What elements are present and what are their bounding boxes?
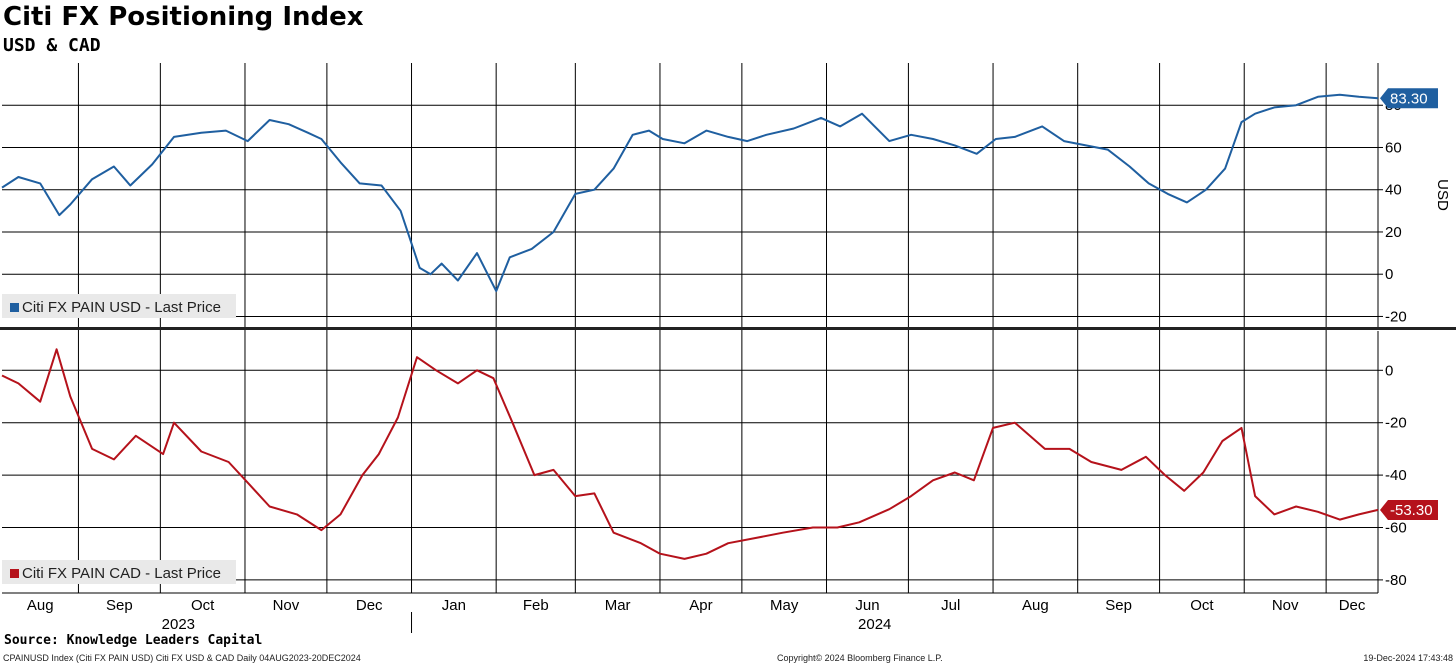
grid-lines xyxy=(2,63,1383,633)
x-month-label: Jul xyxy=(941,597,960,614)
legend-swatch xyxy=(10,569,19,578)
x-month-label: Jun xyxy=(855,597,879,614)
x-month-label: Nov xyxy=(1272,597,1299,614)
source-note: Source: Knowledge Leaders Capital xyxy=(4,633,263,648)
y-tick-label: -40 xyxy=(1385,467,1407,484)
x-month-label: Oct xyxy=(191,597,215,614)
x-month-label: Apr xyxy=(689,597,712,614)
legends: Citi FX PAIN USD - Last Price Citi FX PAI… xyxy=(2,294,236,584)
y-tick-label: 20 xyxy=(1385,224,1402,241)
last-value-badge xyxy=(1380,499,1438,520)
security-description: CPAINUSD Index (Citi FX PAIN USD) Citi F… xyxy=(3,653,361,663)
y-tick-label: -80 xyxy=(1385,572,1407,589)
last-value-label: -53.30 xyxy=(1390,502,1433,519)
y-tick-label: 60 xyxy=(1385,139,1402,156)
x-month-label: Jan xyxy=(442,597,466,614)
y-tick-label: 0 xyxy=(1385,266,1393,283)
x-month-label: Oct xyxy=(1190,597,1214,614)
timestamp: 19-Dec-2024 17:43:48 xyxy=(1363,653,1453,663)
legend-background xyxy=(2,560,236,584)
x-year-label: 2023 xyxy=(162,616,195,633)
series-lines xyxy=(1,93,1379,560)
tick-labels: 806040200-20USD0-20-40-60-80AugSepOctNov… xyxy=(27,97,1451,633)
x-month-label: Aug xyxy=(1022,597,1049,614)
x-month-label: May xyxy=(770,597,799,614)
panel-frames xyxy=(0,63,1456,594)
last-value-badge xyxy=(1380,88,1438,109)
x-month-label: Aug xyxy=(27,597,54,614)
x-month-label: Sep xyxy=(106,597,133,614)
cad-series-line xyxy=(1,348,1379,560)
x-month-label: Mar xyxy=(605,597,631,614)
y-tick-label: -20 xyxy=(1385,308,1407,325)
y-axis-label: USD xyxy=(1434,179,1451,211)
y-tick-label: -60 xyxy=(1385,520,1407,537)
y-tick-label: 40 xyxy=(1385,182,1402,199)
last-value-label: 83.30 xyxy=(1390,90,1428,107)
chart-title: Citi FX Positioning Index xyxy=(3,2,364,32)
legend-label: Citi FX PAIN USD - Last Price xyxy=(22,299,221,316)
x-month-label: Feb xyxy=(523,597,549,614)
y-tick-label: 0 xyxy=(1385,362,1393,379)
x-month-label: Dec xyxy=(356,597,383,614)
x-month-label: Sep xyxy=(1105,597,1132,614)
x-month-label: Nov xyxy=(273,597,300,614)
y-tick-label: -20 xyxy=(1385,415,1407,432)
x-month-label: Dec xyxy=(1339,597,1366,614)
legend-swatch xyxy=(10,303,19,312)
legend-label: Citi FX PAIN CAD - Last Price xyxy=(22,565,221,582)
usd-series-line xyxy=(1,93,1379,293)
legend-background xyxy=(2,294,236,318)
last-value-badges: 83.30 -53.30 xyxy=(1380,88,1438,520)
copyright-note: Copyright© 2024 Bloomberg Finance L.P. xyxy=(777,653,943,663)
chart-subtitle: USD & CAD xyxy=(3,35,101,56)
x-year-label: 2024 xyxy=(858,616,891,633)
